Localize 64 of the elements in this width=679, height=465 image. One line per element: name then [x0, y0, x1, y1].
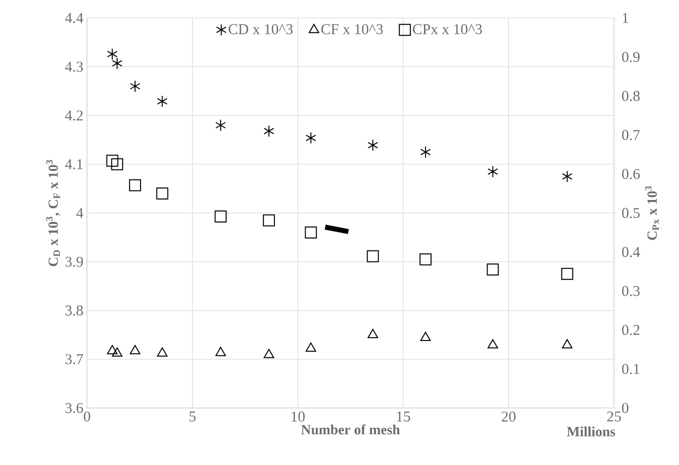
y2-axis-title: C$_{Px}$ x 10$^{3}$	[645, 186, 659, 240]
point	[215, 346, 226, 356]
point	[129, 179, 142, 192]
point	[366, 250, 379, 262]
y2-tick-label: 0.3	[622, 286, 640, 296]
point	[306, 342, 316, 352]
y2-tick-label: 0.6	[622, 168, 640, 180]
x-tick-label: 15	[397, 412, 410, 422]
point	[111, 158, 124, 170]
legend-label: CPx x 10^3	[412, 24, 482, 34]
y-tick-label: 3.6	[66, 402, 84, 414]
y-axis-title: C$_{D}$ x 10$^{3}$, C$_{F}$ x 10$^{3}$	[46, 160, 60, 266]
text: Millions	[566, 426, 616, 436]
point	[264, 125, 274, 138]
point	[561, 268, 574, 280]
point	[156, 95, 168, 108]
y-tick-label: 3.7	[66, 354, 84, 364]
y-tick-label: 3.9	[66, 256, 83, 267]
y-tick-label: 4.4	[65, 12, 84, 24]
x-tick-label: 20	[502, 412, 516, 422]
x-tick-label: 25	[607, 412, 621, 422]
y-tick-label: 4	[76, 208, 84, 218]
point	[156, 187, 168, 200]
point	[130, 80, 140, 92]
x-axis-title: Number of mesh	[301, 424, 400, 434]
point	[306, 132, 316, 144]
y-tick-label: 3.8	[66, 305, 83, 316]
y2-tick-label: 0.5	[622, 208, 640, 218]
point	[420, 253, 432, 266]
x-tick-label: 0	[84, 412, 90, 422]
point	[488, 166, 498, 178]
point	[130, 344, 140, 354]
y2-tick-label: 1	[622, 13, 628, 23]
point	[304, 226, 317, 238]
legend-label: CD x 10^3	[228, 24, 293, 34]
y2-tick-label: 0.2	[622, 324, 640, 336]
y2-tick-label: 0	[622, 402, 628, 414]
point	[562, 339, 572, 348]
y2-tick-label: 0.8	[622, 90, 640, 102]
y2-tick-label: 0.4	[622, 246, 640, 258]
point	[106, 154, 118, 167]
y2-tick-label: 0.9	[622, 52, 640, 62]
point	[156, 347, 168, 357]
legend-label: CF x 10^3	[321, 24, 383, 34]
point	[488, 339, 498, 348]
point	[368, 139, 378, 152]
x-tick-label: 5	[190, 412, 196, 422]
point	[214, 210, 227, 223]
y2-tick-label: 0.1	[622, 364, 640, 374]
point	[262, 214, 275, 226]
x-tick-label: 10	[292, 412, 305, 422]
point	[368, 328, 378, 338]
point	[215, 119, 226, 132]
y-tick-label: 4.2	[65, 110, 83, 121]
point	[112, 347, 122, 357]
point	[107, 344, 118, 354]
point	[420, 146, 431, 158]
point	[420, 332, 431, 342]
y2-tick-label: 0.7	[622, 130, 640, 140]
point	[562, 170, 572, 182]
point	[264, 348, 274, 358]
y-tick-label: 4.3	[65, 62, 83, 72]
y-tick-label: 4.1	[65, 159, 83, 170]
point	[486, 264, 499, 276]
